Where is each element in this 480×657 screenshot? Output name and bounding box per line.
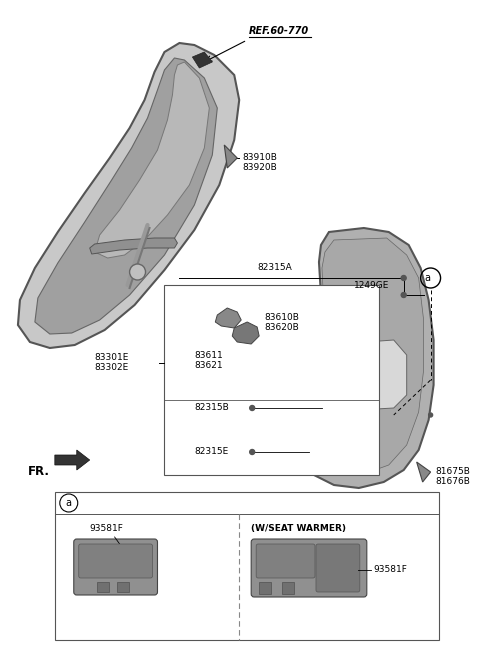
Text: 83611: 83611: [194, 350, 223, 359]
Bar: [55, 492, 439, 640]
Circle shape: [401, 292, 406, 298]
Text: 83620B: 83620B: [264, 323, 299, 332]
FancyBboxPatch shape: [256, 544, 315, 578]
FancyBboxPatch shape: [74, 539, 157, 595]
Text: 93581F: 93581F: [374, 566, 408, 574]
Polygon shape: [232, 322, 259, 344]
Polygon shape: [315, 238, 424, 474]
Text: 1249GE: 1249GE: [354, 281, 389, 290]
Polygon shape: [216, 308, 241, 328]
Bar: [282, 582, 294, 594]
FancyBboxPatch shape: [251, 539, 367, 597]
Polygon shape: [35, 58, 217, 334]
Text: REF.60-770: REF.60-770: [249, 26, 309, 36]
Text: 81675B: 81675B: [435, 468, 470, 476]
Text: 83910B: 83910B: [242, 153, 277, 162]
FancyBboxPatch shape: [79, 544, 153, 578]
Polygon shape: [317, 340, 407, 412]
Text: a: a: [425, 273, 431, 283]
Circle shape: [130, 264, 145, 280]
Polygon shape: [417, 462, 431, 482]
Circle shape: [429, 413, 432, 417]
Text: (W/SEAT WARMER): (W/SEAT WARMER): [251, 524, 346, 533]
FancyBboxPatch shape: [316, 544, 360, 592]
Text: 83610B: 83610B: [264, 313, 299, 323]
Polygon shape: [307, 228, 433, 488]
Text: 83302E: 83302E: [95, 363, 129, 373]
Bar: [117, 582, 129, 592]
Polygon shape: [18, 43, 239, 348]
Polygon shape: [192, 52, 212, 68]
Bar: [96, 582, 108, 592]
Text: 82315A: 82315A: [257, 263, 292, 272]
Text: a: a: [66, 498, 72, 508]
Text: 93581F: 93581F: [90, 524, 123, 533]
Text: FR.: FR.: [28, 465, 50, 478]
Bar: [165, 285, 379, 475]
Text: 83301E: 83301E: [95, 353, 129, 363]
Polygon shape: [90, 238, 178, 254]
Text: 83621: 83621: [194, 361, 223, 369]
Circle shape: [250, 449, 255, 455]
Text: 82315E: 82315E: [194, 447, 228, 457]
Text: 83920B: 83920B: [242, 163, 277, 172]
Polygon shape: [224, 145, 237, 168]
Text: 82315B: 82315B: [194, 403, 229, 413]
Bar: [259, 582, 271, 594]
Polygon shape: [95, 62, 209, 258]
Circle shape: [401, 275, 406, 281]
Text: 81676B: 81676B: [435, 478, 470, 486]
Circle shape: [250, 405, 255, 411]
Polygon shape: [55, 450, 90, 470]
